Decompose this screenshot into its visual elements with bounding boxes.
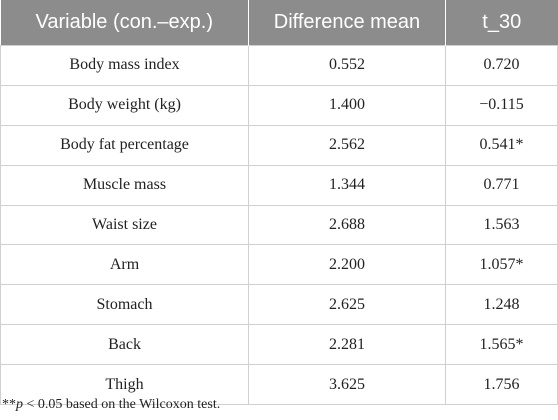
table-row: Waist size 2.688 1.563 bbox=[0, 204, 558, 246]
cell-variable: Body mass index bbox=[0, 45, 249, 86]
table-row: Body fat percentage 2.562 0.541* bbox=[0, 124, 558, 166]
table-row: Arm 2.200 1.057* bbox=[0, 244, 558, 286]
results-table: Variable (con.–exp.) Difference mean t_3… bbox=[0, 0, 558, 406]
footnote-text: < 0.05 based on the Wilcoxon test. bbox=[23, 397, 221, 412]
header-difference-mean: Difference mean bbox=[248, 0, 446, 46]
results-table-container: Variable (con.–exp.) Difference mean t_3… bbox=[0, 0, 558, 406]
cell-variable: Back bbox=[0, 324, 249, 366]
cell-t30: 1.565* bbox=[445, 324, 558, 366]
table-row: Body mass index 0.552 0.720 bbox=[0, 45, 558, 86]
cell-t30: 1.756 bbox=[445, 364, 558, 406]
cell-variable: Waist size bbox=[0, 204, 249, 246]
table-row: Back 2.281 1.565* bbox=[0, 324, 558, 366]
cell-difference-mean: 1.344 bbox=[248, 164, 446, 206]
cell-difference-mean: 1.400 bbox=[248, 84, 446, 126]
cell-t30: 1.563 bbox=[445, 204, 558, 246]
cell-t30: 0.720 bbox=[445, 45, 558, 86]
cell-t30: −0.115 bbox=[445, 84, 558, 126]
cell-difference-mean: 2.200 bbox=[248, 244, 446, 286]
cell-difference-mean: 2.625 bbox=[248, 284, 446, 326]
cell-t30: 0.541* bbox=[445, 124, 558, 166]
table-row: Muscle mass 1.344 0.771 bbox=[0, 164, 558, 206]
cell-variable: Thigh bbox=[0, 364, 249, 406]
cell-difference-mean: 2.562 bbox=[248, 124, 446, 166]
cell-variable: Body fat percentage bbox=[0, 124, 249, 166]
cell-difference-mean: 2.688 bbox=[248, 204, 446, 246]
footnote-prefix: ** bbox=[2, 397, 16, 412]
cell-variable: Muscle mass bbox=[0, 164, 249, 206]
cell-difference-mean: 3.625 bbox=[248, 364, 446, 406]
cell-variable: Arm bbox=[0, 244, 249, 286]
cell-t30: 1.248 bbox=[445, 284, 558, 326]
cell-variable: Body weight (kg) bbox=[0, 84, 249, 126]
cell-variable: Stomach bbox=[0, 284, 249, 326]
header-t30: t_30 bbox=[445, 0, 558, 46]
table-row: Stomach 2.625 1.248 bbox=[0, 284, 558, 326]
table-footnote: **p < 0.05 based on the Wilcoxon test. bbox=[2, 397, 220, 413]
cell-difference-mean: 0.552 bbox=[248, 45, 446, 86]
header-variable: Variable (con.–exp.) bbox=[0, 0, 249, 46]
cell-t30: 1.057* bbox=[445, 244, 558, 286]
header-row: Variable (con.–exp.) Difference mean t_3… bbox=[0, 0, 558, 46]
cell-t30: 0.771 bbox=[445, 164, 558, 206]
footnote-p: p bbox=[16, 397, 23, 412]
table-row: Thigh 3.625 1.756 bbox=[0, 364, 558, 406]
table-row: Body weight (kg) 1.400 −0.115 bbox=[0, 84, 558, 126]
cell-difference-mean: 2.281 bbox=[248, 324, 446, 366]
